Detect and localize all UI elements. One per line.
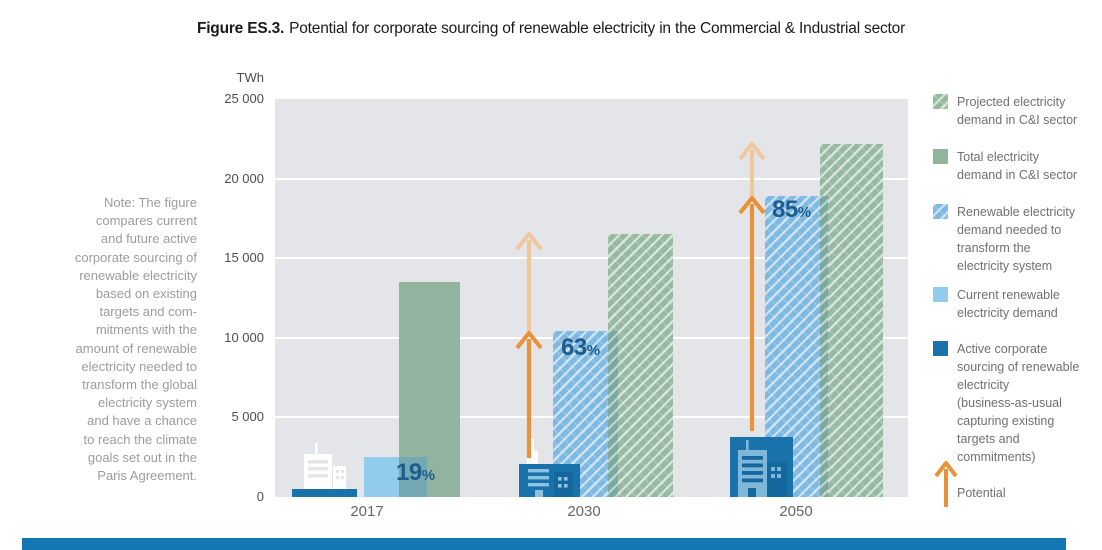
city-icon-2017 xyxy=(304,443,346,489)
share-value: 85 xyxy=(772,196,798,223)
x-axis-label-2050: 2050 xyxy=(779,503,813,520)
legend-item-renewable-needed: Renewable electricity demand needed to t… xyxy=(933,203,1075,275)
legend-label: Current renewable electricity demand xyxy=(957,288,1060,320)
y-tick-label: 0 xyxy=(256,489,264,504)
city-icon-2030 xyxy=(523,439,573,497)
potential-arrow-light-2030 xyxy=(515,232,543,331)
legend-label: Active corporate sourcing of renewable e… xyxy=(957,342,1080,464)
plot-area: 19% 63% 85% xyxy=(275,99,908,497)
legend-item-total-demand: Total electricity demand in C&I sector xyxy=(933,148,1077,184)
x-axis-label-2030: 2030 xyxy=(567,503,601,520)
figure-title: Figure ES.3. Potential for corporate sour… xyxy=(0,20,1102,38)
green-hatch-swatch xyxy=(933,94,948,109)
figure-number: Figure ES.3. xyxy=(196,20,285,37)
potential-arrow-solid-2030 xyxy=(515,331,543,458)
darkblue-swatch xyxy=(933,341,948,356)
footer-band xyxy=(22,538,1066,550)
potential-arrow-light-2050 xyxy=(738,142,766,196)
share-label-2030: 63% xyxy=(561,334,600,362)
bar-demand-2030 xyxy=(608,234,673,497)
y-tick-label: 15 000 xyxy=(224,250,264,265)
gridline-20000 xyxy=(275,178,908,180)
legend-label: Projected electricity demand in C&I sect… xyxy=(957,95,1078,127)
x-axis-label-2017: 2017 xyxy=(350,503,384,520)
figure-title-text: Potential for corporate sourcing of rene… xyxy=(289,20,906,37)
y-tick-label: 20 000 xyxy=(224,171,264,186)
y-axis-unit: TWh xyxy=(236,70,264,85)
blue-solid-swatch xyxy=(933,287,948,302)
legend-item-current-renewable: Current renewable electricity demand xyxy=(933,286,1060,322)
city-icon-2050 xyxy=(733,437,787,497)
share-value: 19 xyxy=(396,459,422,486)
figure-note: Note: The figure compares current and fu… xyxy=(74,195,197,484)
potential-arrow-solid-2050 xyxy=(738,196,766,431)
share-label-2017: 19% xyxy=(396,459,435,487)
share-label-2050: 85% xyxy=(772,196,811,224)
legend-item-projected-demand: Projected electricity demand in C&I sect… xyxy=(933,93,1077,129)
bar-overlap-2030 xyxy=(608,331,618,497)
gridline-15000 xyxy=(275,257,908,259)
legend-item-potential: Potential xyxy=(933,461,1006,511)
y-tick-label: 10 000 xyxy=(224,330,264,345)
bar-overlap-2017 xyxy=(399,457,427,497)
bar-overlap-2050 xyxy=(820,196,828,497)
percent-sign: % xyxy=(586,342,600,359)
legend-label: Renewable electricity demand needed to t… xyxy=(957,205,1076,273)
bar-demand-2050 xyxy=(820,144,883,497)
green-solid-swatch xyxy=(933,149,948,164)
blue-hatch-swatch xyxy=(933,204,948,219)
share-value: 63 xyxy=(561,334,587,361)
legend-label: Total electricity demand in C&I sector xyxy=(957,150,1078,182)
percent-sign: % xyxy=(421,467,435,484)
potential-label: Potential xyxy=(957,486,1006,500)
legend-item-active-sourcing: Active corporate sourcing of renewable e… xyxy=(933,340,1079,466)
percent-sign: % xyxy=(797,204,811,221)
y-tick-label: 25 000 xyxy=(224,91,264,106)
y-tick-label: 5 000 xyxy=(231,409,264,424)
bar-active-sourcing-2017 xyxy=(292,489,357,497)
potential-arrow-icon xyxy=(934,461,958,507)
